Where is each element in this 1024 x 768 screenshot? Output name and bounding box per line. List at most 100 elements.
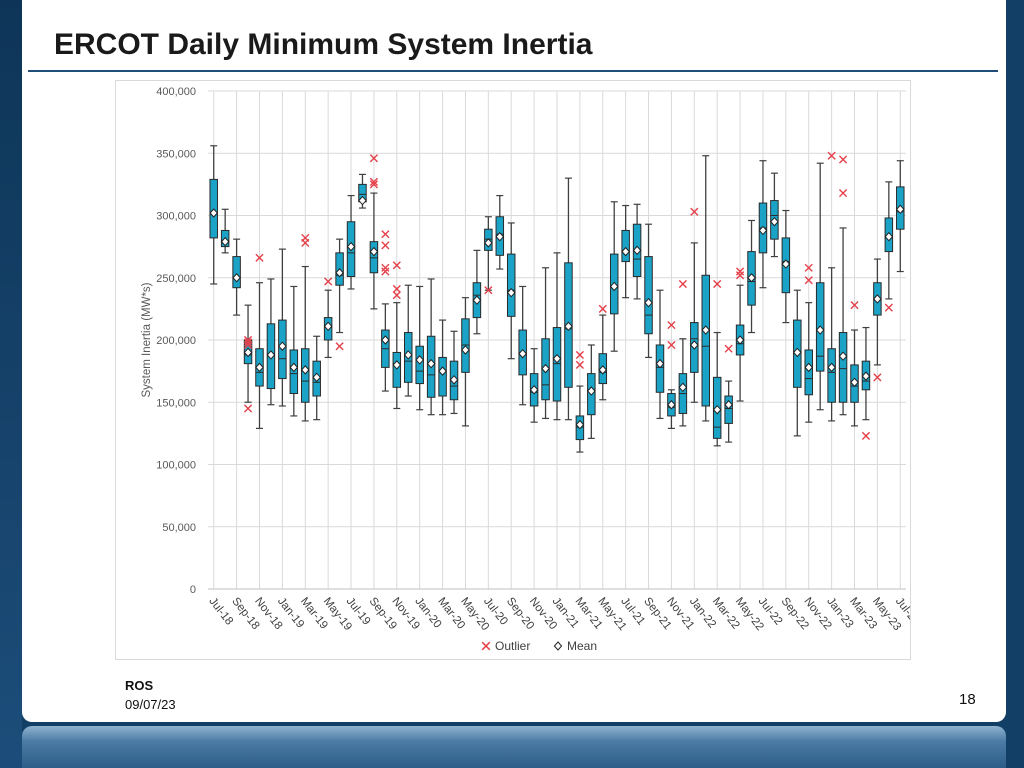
box-jun-23 — [884, 181, 894, 312]
box-jun-21 — [609, 201, 619, 352]
mean-marker — [243, 347, 253, 358]
outlier-marker — [598, 304, 607, 313]
mean-marker — [758, 225, 768, 236]
box-oct-20 — [518, 285, 527, 406]
outlier-stroke — [392, 261, 401, 270]
y-tick-label: 200,000 — [156, 335, 196, 347]
mean-marker — [506, 287, 516, 298]
mean-marker — [724, 399, 733, 410]
outlier-marker — [484, 286, 493, 295]
box-jan-22 — [690, 207, 699, 403]
box-jun-20 — [472, 249, 482, 335]
box-mar-22 — [712, 279, 722, 447]
outlier-marker — [392, 284, 401, 294]
outlier-marker — [255, 253, 264, 262]
box-feb-20 — [426, 278, 436, 416]
outlier-stroke — [575, 350, 584, 360]
mean-marker — [415, 355, 424, 365]
iqr-box — [701, 274, 711, 407]
outlier-marker — [243, 338, 253, 347]
iqr-box — [838, 332, 848, 403]
box-nov-22 — [804, 263, 814, 423]
iqr-box — [415, 345, 424, 385]
outlier-marker — [381, 241, 390, 250]
mean-marker — [655, 358, 665, 369]
outlier-stroke — [392, 291, 401, 300]
iqr-box — [506, 253, 516, 317]
mean-marker — [472, 295, 482, 305]
outlier-stroke — [827, 151, 836, 160]
box-jan-20 — [415, 285, 424, 411]
y-tick-label: 50,000 — [162, 522, 196, 534]
y-tick-label: 150,000 — [156, 397, 196, 409]
mean-marker — [621, 246, 630, 257]
box-apr-22 — [724, 344, 733, 443]
mean-marker — [598, 365, 608, 375]
outlier-stroke — [838, 155, 848, 164]
box-sep-19 — [369, 154, 379, 310]
outlier-marker — [804, 263, 813, 272]
mean-marker — [804, 362, 814, 373]
outlier-stroke — [243, 404, 253, 413]
box-jul-21 — [621, 204, 630, 299]
chart-legend: Outlier Mean — [481, 639, 597, 653]
box-aug-22 — [770, 172, 779, 258]
legend-mean-marker — [553, 641, 563, 651]
box-may-21 — [598, 304, 608, 401]
outlier-stroke — [255, 253, 264, 262]
mean-marker — [289, 362, 299, 373]
outlier-marker — [838, 155, 848, 164]
box-layer — [209, 145, 905, 453]
slide-left-edge — [0, 0, 22, 768]
iqr-box — [552, 327, 562, 402]
outlier-stroke — [381, 230, 390, 239]
outlier-marker — [690, 207, 699, 216]
outlier-stroke — [369, 177, 379, 186]
outlier-stroke — [575, 360, 584, 369]
outlier-marker — [861, 431, 871, 440]
outlier-marker — [678, 279, 687, 289]
box-nov-21 — [667, 320, 676, 429]
outlier-marker — [381, 230, 390, 239]
mean-marker — [209, 208, 218, 218]
outlier-stroke — [369, 154, 379, 163]
mean-marker — [678, 382, 688, 393]
box-oct-19 — [381, 230, 390, 392]
mean-marker — [552, 353, 562, 364]
iqr-box — [369, 241, 379, 274]
mean-marker — [300, 365, 310, 375]
box-feb-23 — [838, 155, 848, 416]
box-jan-23 — [827, 151, 836, 422]
outlier-marker — [369, 177, 379, 186]
mean-marker — [426, 358, 436, 369]
box-nov-20 — [529, 348, 539, 423]
outlier-marker — [804, 276, 813, 285]
mean-marker — [701, 325, 711, 335]
iqr-box — [644, 256, 653, 335]
mean-marker — [358, 195, 367, 206]
box-may-23 — [873, 258, 882, 382]
outlier-stroke — [335, 342, 344, 351]
y-tick-label: 0 — [190, 584, 196, 596]
outlier-stroke — [724, 344, 733, 353]
mean-marker — [369, 246, 379, 257]
iqr-box — [392, 351, 402, 388]
outlier-marker — [735, 267, 745, 276]
outlier-marker — [873, 373, 882, 382]
mean-marker — [873, 294, 882, 304]
outlier-marker — [724, 344, 733, 353]
iqr-box — [438, 356, 447, 397]
outlier-stroke — [838, 188, 848, 198]
outlier-stroke — [381, 267, 390, 276]
slide: ERCOT Daily Minimum System Inertia 0 50,0… — [22, 0, 1006, 722]
outlier-stroke — [678, 279, 687, 289]
outlier-marker — [324, 277, 333, 286]
mean-marker — [403, 350, 413, 360]
box-dec-19 — [403, 284, 413, 397]
box-may-20 — [461, 297, 470, 427]
box-apr-20 — [449, 330, 459, 415]
box-nov-19 — [392, 261, 402, 410]
legend-outlier-label: Outlier — [495, 639, 530, 653]
box-oct-22 — [793, 289, 802, 437]
box-mar-19 — [300, 233, 310, 422]
